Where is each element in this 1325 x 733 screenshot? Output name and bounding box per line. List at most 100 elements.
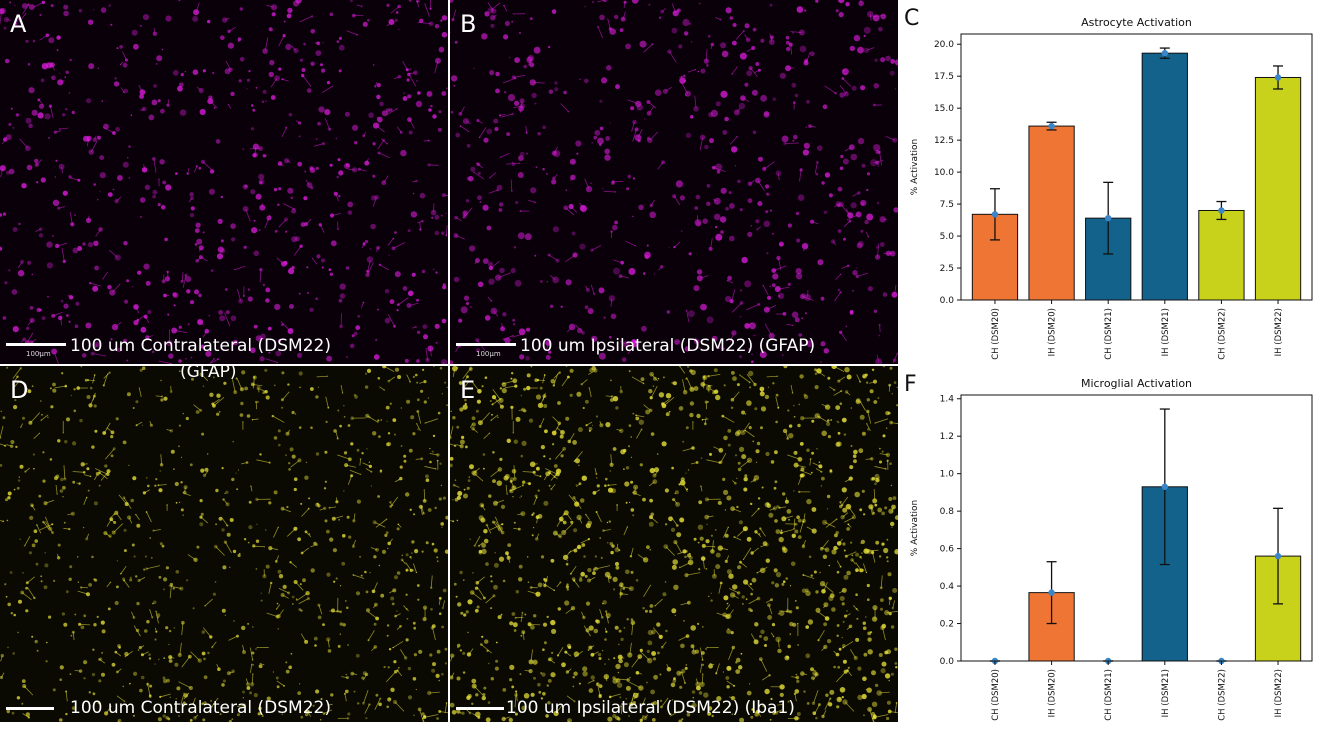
cell-speck: [422, 512, 425, 515]
cell-speck: [14, 399, 17, 402]
cell-speck: [628, 370, 631, 373]
cell-process: [53, 311, 63, 317]
cell-speck: [83, 614, 87, 618]
cell-speck: [364, 385, 369, 389]
cell-speck: [685, 132, 692, 139]
cell-speck: [300, 502, 303, 505]
cell-process: [651, 374, 659, 382]
cell-process: [870, 506, 873, 516]
cell-speck: [514, 693, 518, 697]
cell-speck: [422, 715, 427, 719]
cell-speck: [342, 623, 346, 627]
cell-process: [573, 497, 582, 510]
cell-process: [471, 592, 482, 601]
cell-speck: [293, 477, 298, 481]
cell-speck: [792, 139, 795, 142]
cell-speck: [409, 68, 412, 71]
mean-marker: [1218, 207, 1225, 214]
cell-speck: [646, 545, 650, 549]
cell-speck: [750, 225, 753, 227]
cell-speck: [497, 615, 502, 620]
cell-speck: [168, 659, 173, 663]
cell-speck: [377, 377, 381, 380]
cell-speck: [580, 205, 587, 212]
cell-speck: [483, 686, 487, 690]
cell-speck: [383, 665, 386, 669]
cell-speck: [872, 511, 875, 515]
cell-speck: [182, 514, 185, 517]
cell-speck: [208, 315, 210, 317]
cell-speck: [122, 685, 125, 688]
cell-speck: [194, 228, 200, 234]
cell-process: [542, 374, 546, 384]
cell-process: [545, 342, 549, 351]
cell-speck: [762, 541, 768, 546]
cell-process: [27, 320, 33, 326]
cell-speck: [821, 430, 827, 437]
cell-speck: [218, 310, 224, 315]
cell-speck: [437, 411, 441, 415]
cell-process: [574, 451, 583, 462]
cell-speck: [549, 457, 552, 460]
cell-speck: [97, 199, 99, 201]
cell-speck: [484, 11, 490, 17]
cell-speck: [352, 124, 359, 131]
cell-speck: [111, 323, 119, 331]
cell-process: [419, 221, 421, 230]
cell-speck: [686, 366, 690, 368]
cell-speck: [603, 316, 606, 319]
y-tick-label: 0.0: [940, 657, 955, 667]
cell-process: [298, 598, 309, 605]
cell-speck: [386, 442, 390, 447]
cell-speck: [726, 602, 729, 605]
cell-speck: [87, 19, 94, 25]
cell-speck: [277, 203, 280, 206]
cell-process: [54, 385, 66, 389]
cell-speck: [752, 27, 757, 32]
cell-speck: [469, 538, 471, 540]
cell-process: [699, 664, 703, 673]
cell-speck: [214, 581, 217, 583]
cell-speck: [729, 203, 735, 209]
cell-speck: [693, 106, 699, 112]
cell-speck: [831, 549, 837, 555]
cell-speck: [215, 488, 219, 493]
cell-speck: [285, 661, 288, 664]
cell-speck: [168, 353, 174, 359]
cell-process: [678, 671, 684, 674]
cell-speck: [324, 109, 331, 116]
cell-speck: [671, 699, 674, 701]
cell-process: [779, 506, 787, 509]
cell-speck: [173, 304, 176, 307]
cell-speck: [774, 450, 778, 455]
cell-speck: [816, 448, 818, 450]
cell-process: [799, 521, 804, 533]
cell-speck: [579, 243, 586, 250]
cell-speck: [709, 452, 712, 456]
cell-process: [599, 609, 603, 618]
cell-speck: [384, 289, 390, 294]
cell-speck: [890, 521, 895, 527]
cell-speck: [282, 584, 287, 589]
cell-speck: [141, 424, 144, 426]
cell-process: [211, 358, 219, 364]
cell-process: [568, 494, 578, 505]
cell-process: [249, 647, 253, 660]
cell-process: [892, 600, 896, 609]
cell-process: [63, 465, 66, 479]
cell-speck: [494, 552, 496, 554]
cell-process: [556, 518, 562, 527]
cell-speck: [529, 461, 536, 468]
cell-speck: [450, 0, 454, 3]
cell-speck: [769, 285, 772, 288]
cell-process: [464, 381, 469, 388]
cell-speck: [833, 665, 836, 669]
cell-speck: [794, 93, 799, 98]
cell-speck: [760, 426, 763, 430]
cell-speck: [74, 324, 79, 329]
cell-process: [99, 659, 106, 664]
cell-speck: [755, 219, 760, 224]
cell-speck: [163, 396, 168, 401]
cell-speck: [767, 603, 771, 607]
cell-process: [69, 212, 73, 225]
